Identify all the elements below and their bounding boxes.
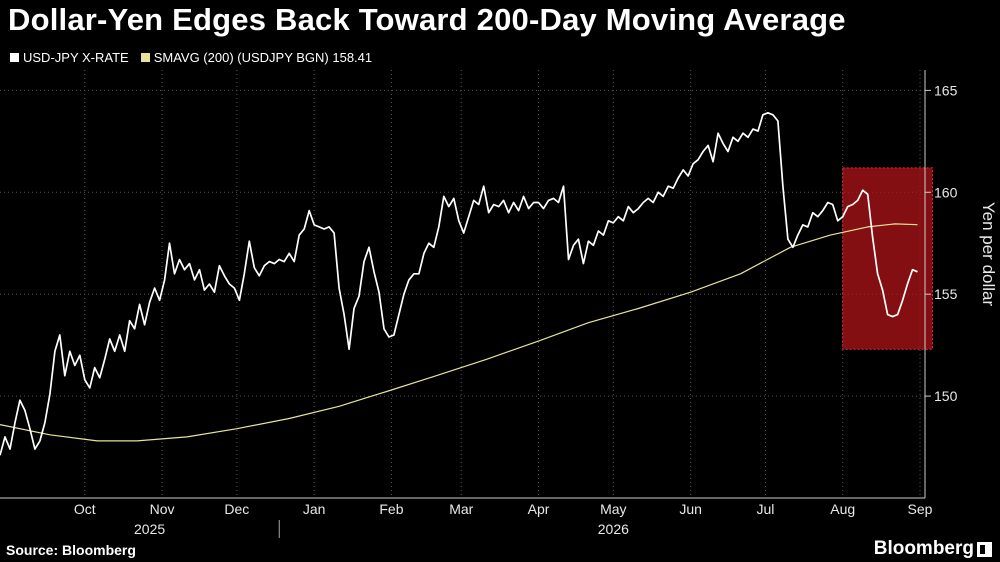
y-tick-label-150: 150 [934, 388, 958, 404]
highlight-box [842, 167, 933, 350]
x-tick-label-nov: Nov [150, 501, 175, 517]
y-tick-label-160: 160 [934, 184, 958, 200]
legend-label-usdjpy: USD-JPY X-RATE [23, 50, 129, 65]
x-tick-label-aug: Aug [830, 501, 855, 517]
legend-swatch-usdjpy [10, 53, 19, 62]
legend-item-smavg: SMAVG (200) (USDJPY BGN) 158.41 [140, 50, 373, 65]
year-label-2025: 2025 [134, 521, 165, 537]
series-line-usdjpy [0, 111, 918, 456]
x-tick-label-dec: Dec [224, 501, 249, 517]
x-tick-label-sep: Sep [908, 501, 933, 517]
x-tick-label-feb: Feb [379, 501, 403, 517]
brand-text: Bloomberg [873, 538, 974, 559]
legend-item-usdjpy: USD-JPY X-RATE [10, 50, 129, 65]
x-tick-label-oct: Oct [74, 501, 96, 517]
chart-title: Dollar-Yen Edges Back Toward 200-Day Mov… [8, 2, 846, 37]
legend: USD-JPY X-RATE SMAVG (200) (USDJPY BGN) … [10, 50, 384, 65]
series-lines [0, 111, 918, 456]
axes: Oct Nov Dec Jan Feb Mar Apr May Jun Jul Aug Sep 150 1… [0, 70, 998, 538]
y-tick-label-165: 165 [934, 82, 958, 98]
x-tick-label-jul: Jul [756, 501, 774, 517]
x-tick-label-jun: Jun [679, 501, 702, 517]
x-tick-label-jan: Jan [303, 501, 326, 517]
legend-label-smavg: SMAVG (200) (USDJPY BGN) 158.41 [153, 50, 373, 65]
bloomberg-mark-icon [977, 541, 992, 557]
x-tick-label-may: May [600, 501, 626, 517]
x-tick-label-apr: Apr [528, 501, 550, 517]
bloomberg-logo: Bloomberg [874, 538, 992, 560]
gridlines [0, 70, 925, 498]
y-tick-label-155: 155 [934, 286, 958, 302]
legend-swatch-smavg [140, 53, 150, 62]
x-tick-label-mar: Mar [449, 501, 473, 517]
year-label-2026: 2026 [598, 521, 629, 537]
series-line-smavg [0, 223, 918, 442]
y-axis-label: Yen per dollar [979, 202, 998, 307]
chart-plot: Oct Nov Dec Jan Feb Mar Apr May Jun Jul Aug Sep 150 1… [0, 70, 998, 538]
source-note: Source: Bloomberg [6, 542, 136, 558]
